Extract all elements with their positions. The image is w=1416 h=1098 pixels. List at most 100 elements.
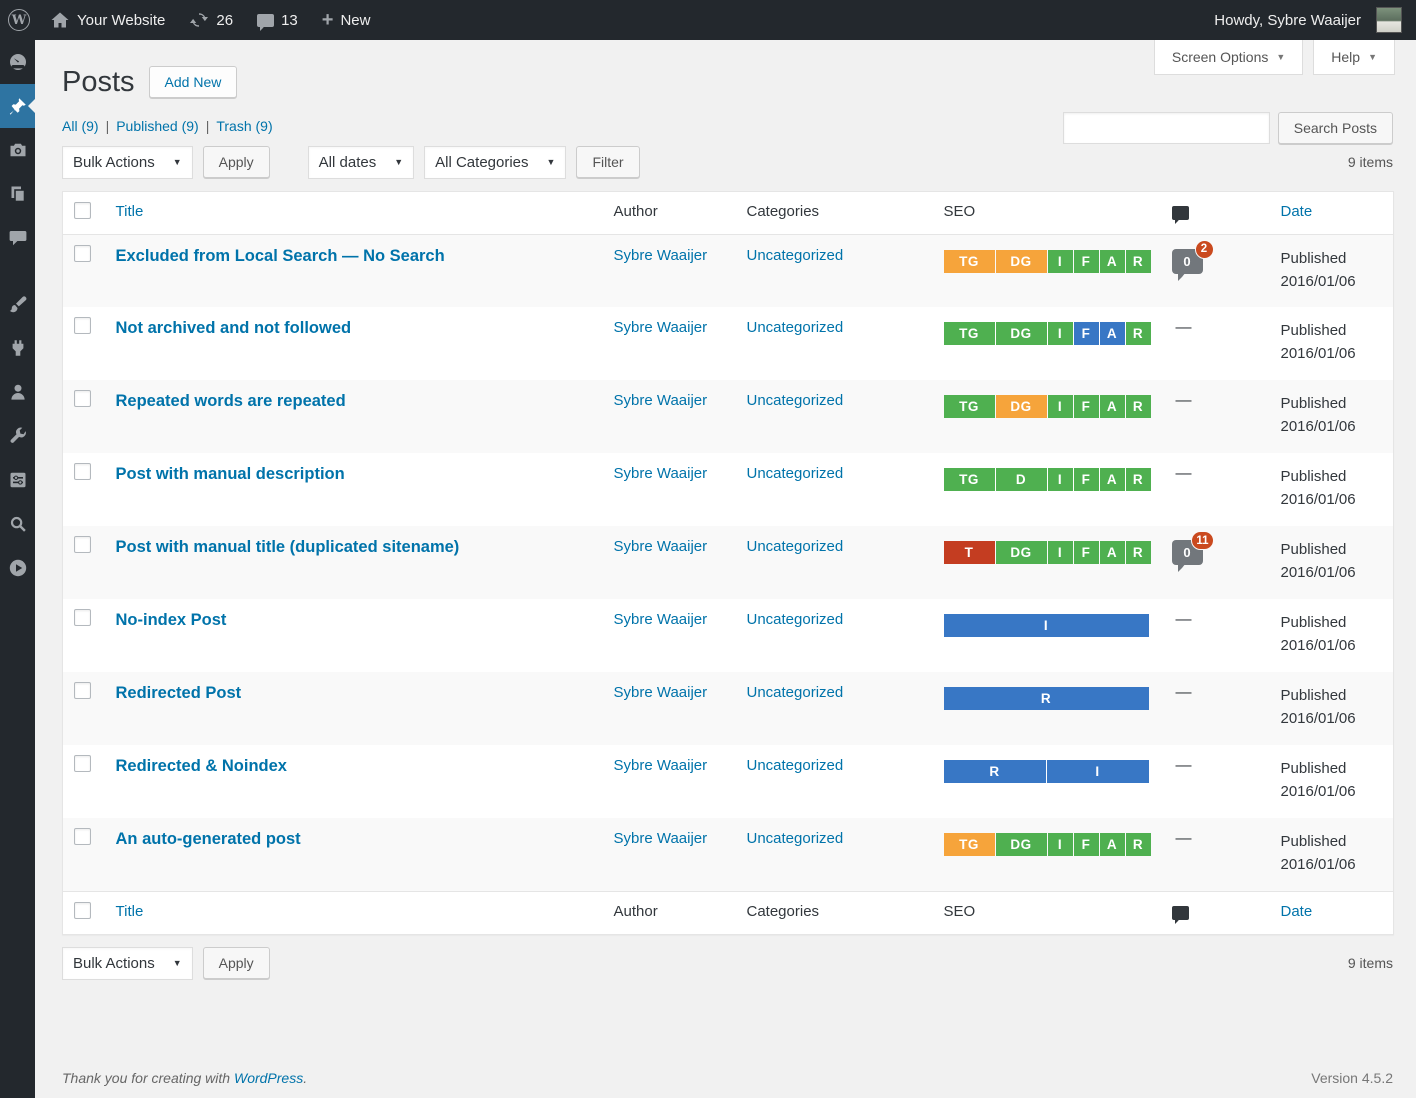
post-category-link[interactable]: Uncategorized <box>746 830 844 848</box>
post-title-link[interactable]: Not archived and not followed <box>115 319 352 338</box>
sidebar-item-media-camera[interactable] <box>0 128 35 172</box>
row-select-checkbox[interactable] <box>74 536 91 554</box>
column-date-sort[interactable]: Date <box>1280 202 1313 220</box>
bulk-actions-value: Bulk Actions <box>73 954 155 972</box>
seo-badge-i: I <box>1047 833 1073 857</box>
filter-link-trash[interactable]: Trash (9) <box>216 117 273 134</box>
dates-filter-select[interactable]: All dates ▼ <box>307 145 415 179</box>
wp-logo-menu[interactable]: W <box>0 0 38 40</box>
post-category-link[interactable]: Uncategorized <box>746 319 844 337</box>
no-comments-dash: — <box>1175 392 1192 410</box>
site-name-link[interactable]: Your Website <box>38 0 177 40</box>
column-seo-bottom: SEO <box>943 902 976 920</box>
post-author-link[interactable]: Sybre Waaijer <box>613 757 708 775</box>
column-date-sort-bottom[interactable]: Date <box>1280 902 1313 920</box>
post-category-link[interactable]: Uncategorized <box>746 538 844 556</box>
pending-comments-badge[interactable]: 2 <box>1194 239 1214 259</box>
seo-badge-dg: DG <box>995 322 1047 346</box>
row-select-checkbox[interactable] <box>74 244 91 262</box>
home-icon <box>50 10 70 30</box>
updates-icon <box>189 10 209 30</box>
search-posts-button[interactable]: Search Posts <box>1277 112 1393 144</box>
comments-bubble-icon <box>257 13 275 31</box>
apply-button-bottom[interactable]: Apply <box>202 947 270 980</box>
post-status: Published <box>1280 614 1347 632</box>
filter-button[interactable]: Filter <box>576 146 640 179</box>
column-title-sort-bottom[interactable]: Title <box>115 902 144 920</box>
sidebar-item-play-circle[interactable] <box>0 546 35 590</box>
filter-link-all[interactable]: All (9) <box>62 117 99 134</box>
post-status: Published <box>1280 395 1347 413</box>
help-tab[interactable]: Help ▼ <box>1313 40 1395 75</box>
post-author-link[interactable]: Sybre Waaijer <box>613 830 708 848</box>
select-all-checkbox-top[interactable] <box>74 201 91 219</box>
categories-filter-select[interactable]: All Categories ▼ <box>424 145 567 179</box>
post-title-link[interactable]: Excluded from Local Search — No Search <box>115 246 445 265</box>
row-select-checkbox[interactable] <box>74 755 91 773</box>
row-select-checkbox[interactable] <box>74 828 91 846</box>
seo-status-bar: TG DG I F A R <box>943 395 1156 419</box>
post-category-link[interactable]: Uncategorized <box>746 684 844 702</box>
apply-button[interactable]: Apply <box>202 146 270 179</box>
post-author-link[interactable]: Sybre Waaijer <box>613 246 708 264</box>
search-input[interactable] <box>1062 112 1270 144</box>
seo-badge-a: A <box>1099 249 1125 273</box>
select-all-checkbox-bottom[interactable] <box>74 901 91 919</box>
post-author-link[interactable]: Sybre Waaijer <box>613 611 708 629</box>
row-select-checkbox[interactable] <box>74 682 91 700</box>
sidebar-item-tools-wrench[interactable] <box>0 414 35 458</box>
screen-options-tab[interactable]: Screen Options ▼ <box>1153 40 1304 75</box>
pending-comments-badge[interactable]: 11 <box>1191 531 1214 551</box>
seo-badge-f: F <box>1073 833 1099 857</box>
post-category-link[interactable]: Uncategorized <box>746 465 844 483</box>
post-author-link[interactable]: Sybre Waaijer <box>613 392 708 410</box>
add-new-button[interactable]: Add New <box>148 66 238 99</box>
row-select-checkbox[interactable] <box>74 390 91 408</box>
sidebar-item-posts-pin[interactable] <box>0 84 35 128</box>
row-select-checkbox[interactable] <box>74 317 91 335</box>
site-name-label: Your Website <box>77 11 166 29</box>
bulk-actions-select[interactable]: Bulk Actions ▼ <box>62 145 193 179</box>
sidebar-item-appearance-brush[interactable] <box>0 282 35 326</box>
seo-badge-r: R <box>1125 833 1151 857</box>
row-select-checkbox[interactable] <box>74 609 91 627</box>
post-date: 2016/01/06 <box>1280 856 1356 874</box>
footer-version: Version 4.5.2 <box>1311 1070 1393 1086</box>
sidebar-item-search-magnifier[interactable] <box>0 502 35 546</box>
filter-link-published[interactable]: Published (9) <box>116 117 199 134</box>
post-title-link[interactable]: Post with manual description <box>115 465 345 484</box>
sidebar-item-plugins-plug[interactable] <box>0 326 35 370</box>
post-title-link[interactable]: Redirected Post <box>115 684 242 703</box>
sidebar-item-settings-sliders[interactable] <box>0 458 35 502</box>
post-category-link[interactable]: Uncategorized <box>746 392 844 410</box>
post-title-link[interactable]: Post with manual title (duplicated siten… <box>115 538 460 557</box>
admin-comments-link[interactable]: 13 <box>245 0 310 40</box>
post-date: 2016/01/06 <box>1280 783 1356 801</box>
post-author-link[interactable]: Sybre Waaijer <box>613 465 708 483</box>
post-author-link[interactable]: Sybre Waaijer <box>613 319 708 337</box>
sidebar-item-pages[interactable] <box>0 172 35 216</box>
post-author-link[interactable]: Sybre Waaijer <box>613 538 708 556</box>
sidebar-item-users-person[interactable] <box>0 370 35 414</box>
seo-badge-d: D <box>995 468 1047 492</box>
post-title-link[interactable]: No-index Post <box>115 611 227 630</box>
new-content-link[interactable]: + New <box>310 0 383 40</box>
seo-badge-dg: DG <box>995 541 1047 565</box>
post-category-link[interactable]: Uncategorized <box>746 611 844 629</box>
my-account-link[interactable]: Howdy, Sybre Waaijer <box>1202 0 1416 40</box>
seo-badge-i: I <box>1047 468 1073 492</box>
post-category-link[interactable]: Uncategorized <box>746 757 844 775</box>
dates-filter-value: All dates <box>318 153 377 171</box>
sidebar-item-comments-bubble[interactable] <box>0 216 35 260</box>
updates-link[interactable]: 26 <box>177 0 245 40</box>
sidebar-item-dashboard[interactable] <box>0 40 35 84</box>
post-title-link[interactable]: Redirected & Noindex <box>115 757 287 776</box>
wordpress-link[interactable]: WordPress <box>233 1070 304 1086</box>
post-category-link[interactable]: Uncategorized <box>746 246 844 264</box>
column-title-sort[interactable]: Title <box>115 202 144 220</box>
post-author-link[interactable]: Sybre Waaijer <box>613 684 708 702</box>
post-title-link[interactable]: An auto-generated post <box>115 830 301 849</box>
post-title-link[interactable]: Repeated words are repeated <box>115 392 346 411</box>
row-select-checkbox[interactable] <box>74 463 91 481</box>
bulk-actions-select-bottom[interactable]: Bulk Actions ▼ <box>62 946 193 980</box>
